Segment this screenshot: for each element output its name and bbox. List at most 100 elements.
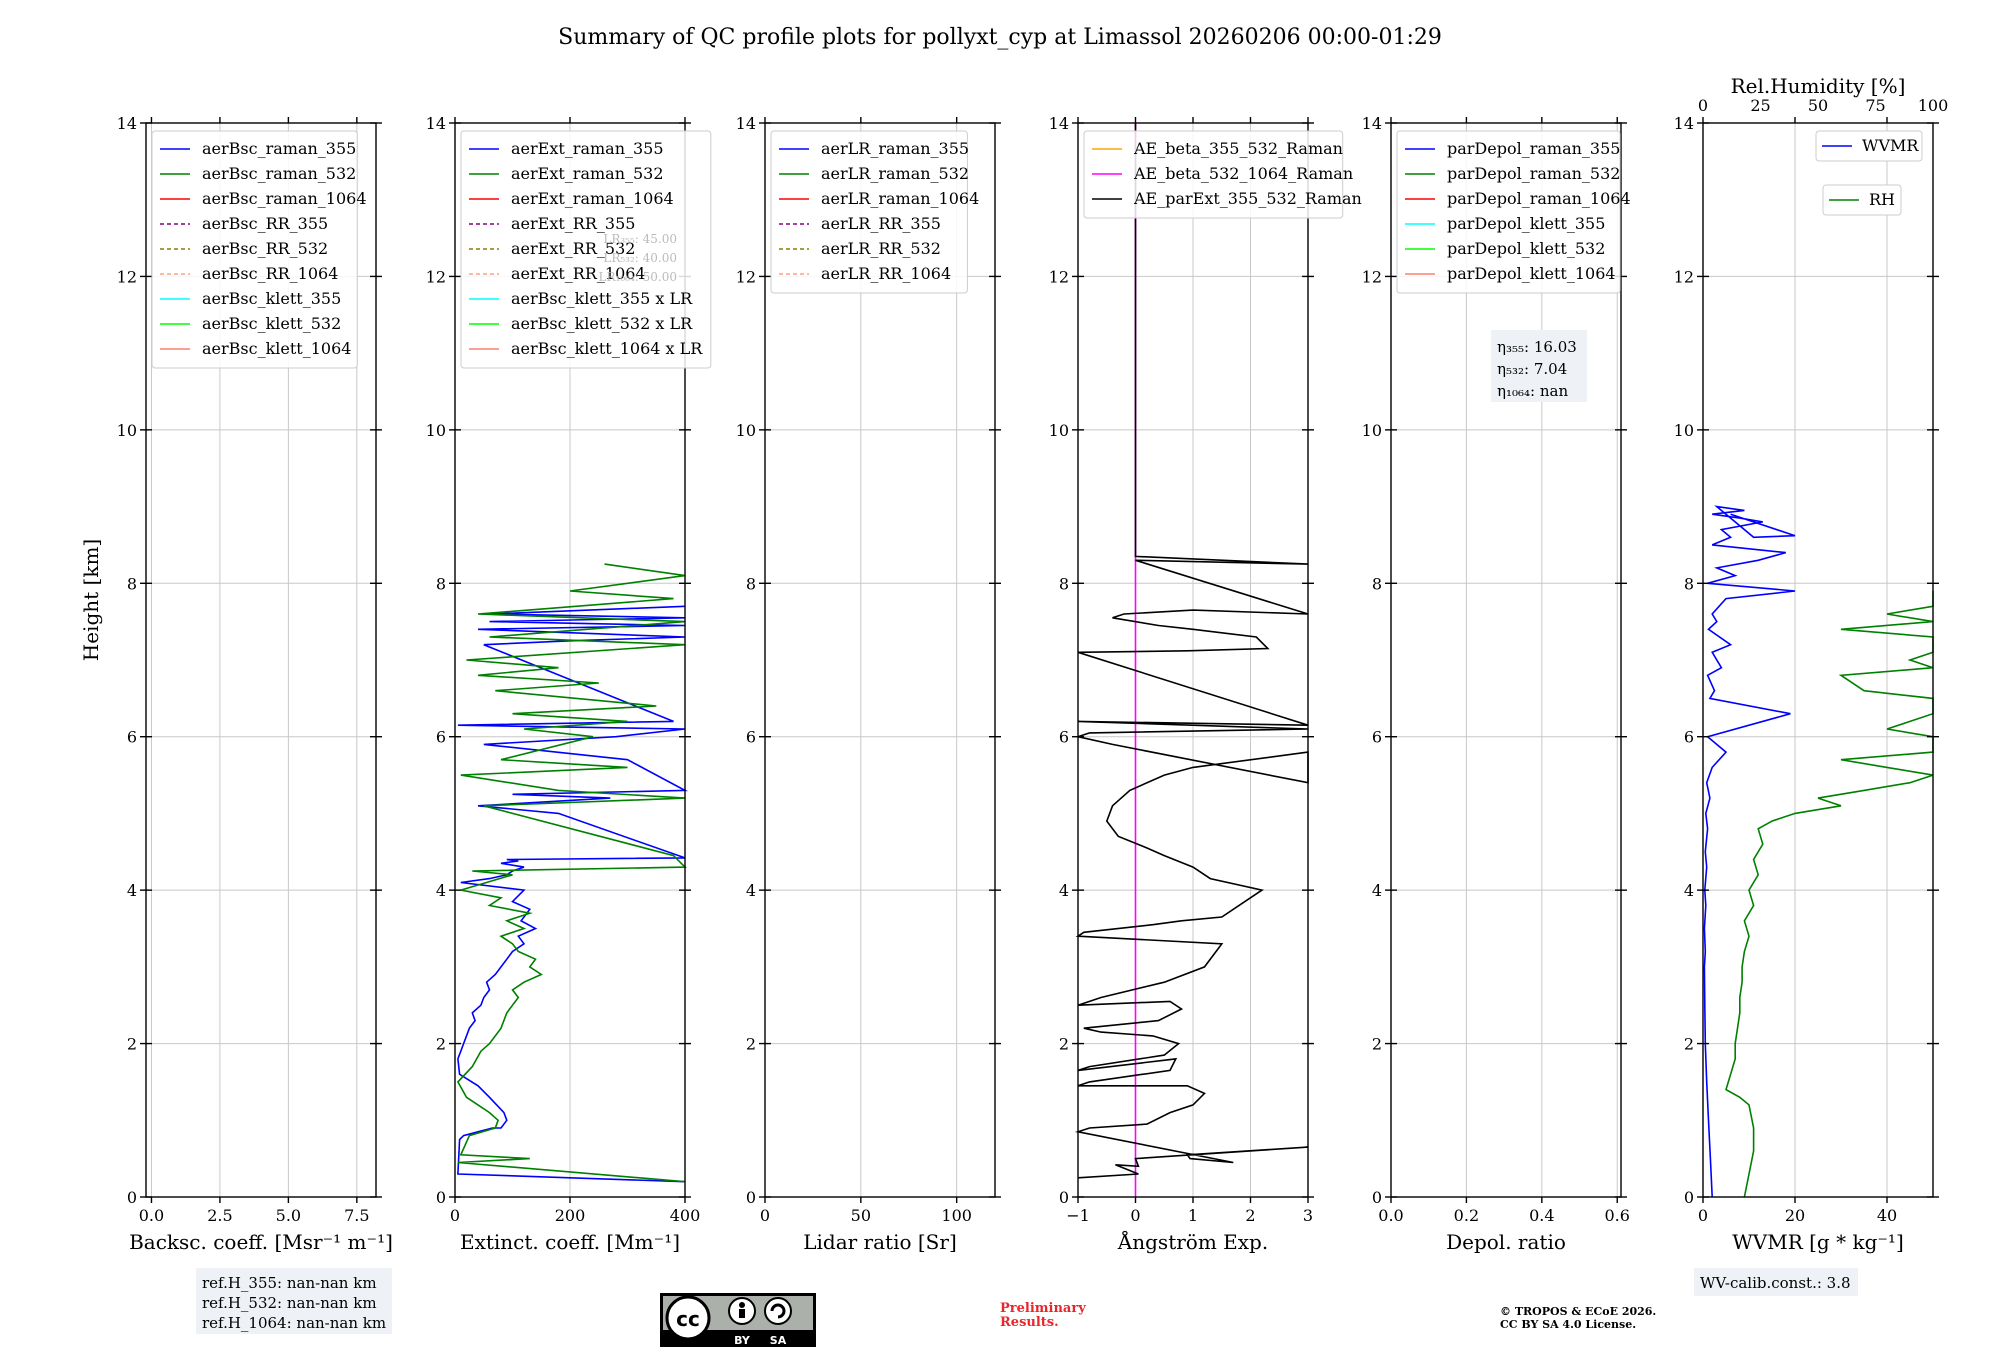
x-axis-label: Lidar ratio [Sr]: [803, 1230, 957, 1254]
ytick-label: 12: [1674, 267, 1694, 286]
legend-label: AE_beta_355_532_Raman: [1133, 139, 1343, 158]
xtick-label: 5.0: [276, 1206, 301, 1225]
ytick-label: 6: [127, 728, 137, 747]
legend-label: aerBsc_klett_1064 x LR: [511, 339, 703, 358]
ref-height-box: ref.H_355: nan-nan km ref.H_532: nan-nan…: [196, 1268, 392, 1334]
ytick-label: 4: [1684, 881, 1694, 900]
eta-value: η₅₃₂: 7.04: [1497, 360, 1567, 378]
legend-label: AE_beta_532_1064_Raman: [1133, 164, 1353, 183]
ytick-label: 8: [1372, 574, 1382, 593]
legend-WVMR: WVMR: [1815, 130, 1923, 162]
xtick-label: 2: [1245, 1206, 1255, 1225]
ytick-label: 8: [436, 574, 446, 593]
legend-label: aerBsc_klett_532 x LR: [511, 314, 693, 333]
lr-note: LR₃₅₅: 45.00: [603, 232, 677, 246]
ytick-label: 14: [1362, 114, 1382, 133]
xtick-label: 0.4: [1529, 1206, 1554, 1225]
legend-box: [460, 130, 712, 369]
xtick-label: 0.0: [139, 1206, 164, 1225]
legend-label: WVMR: [1862, 136, 1919, 155]
xtick-label: 200: [555, 1206, 586, 1225]
lr-note: LR₁₀₆₄: 50.00: [599, 270, 677, 284]
legend: aerBsc_raman_355 aerBsc_raman_532 aerBsc_r…: [151, 130, 367, 369]
legend-label: parDepol_klett_1064: [1447, 264, 1616, 283]
ytick-label: 0: [746, 1188, 756, 1207]
cc-license-badge: cc BY SA: [660, 1293, 816, 1347]
legend-label: aerLR_raman_355: [821, 139, 969, 158]
ytick-label: 8: [1684, 574, 1694, 593]
top-xtick-label: 75: [1865, 96, 1885, 115]
x-axis-label: WVMR [g * kg⁻¹]: [1732, 1230, 1904, 1254]
xtick-label: 0: [760, 1206, 770, 1225]
ytick-label: 14: [117, 114, 137, 133]
xtick-label: 50: [851, 1206, 871, 1225]
sa-share-arc: [770, 1303, 786, 1319]
top-xtick-label: 25: [1750, 96, 1770, 115]
ytick-label: 2: [1059, 1035, 1069, 1054]
top-x-axis-label: Rel.Humidity [%]: [1731, 74, 1906, 98]
wv-calib-bg: [1694, 1268, 1858, 1296]
ytick-label: 6: [746, 728, 756, 747]
legend: aerLR_raman_355 aerLR_raman_532 aerLR_rama…: [770, 130, 979, 294]
series-RH: [1725, 591, 1934, 1198]
xtick-label: 0: [1130, 1206, 1140, 1225]
legend-box: [1083, 130, 1344, 219]
preliminary-line1: Preliminary: [1000, 1301, 1086, 1316]
wv-calib-const: WV-calib.const.: 3.8: [1700, 1274, 1851, 1292]
xtick-label: 3: [1303, 1206, 1313, 1225]
ytick-label: 2: [127, 1035, 137, 1054]
eta-box-bg: [1491, 330, 1587, 402]
legend-label: aerBsc_klett_1064: [202, 339, 351, 358]
ytick-label: 10: [1049, 421, 1069, 440]
copyright-line2: CC BY SA 4.0 License.: [1500, 1318, 1636, 1331]
legend-label: aerExt_raman_1064: [511, 189, 674, 208]
panel-lr: 0 2 4 6 8 10 12 14 0 50 100 Lidar ratio [Sr] aerLR_r…: [736, 114, 1001, 1254]
ytick-label: 4: [746, 881, 756, 900]
series-AE_parExt_355_532_Raman: [1074, 123, 1309, 1179]
ref-height-box-bg: [196, 1268, 392, 1334]
ytick-label: 4: [127, 881, 137, 900]
ytick-label: 0: [127, 1188, 137, 1207]
legend-label: aerExt_RR_1064: [511, 264, 646, 283]
ytick-label: 10: [117, 421, 137, 440]
ytick-label: 0: [436, 1188, 446, 1207]
axes-frame: [1702, 122, 1934, 1198]
panel-ext: 0 2 4 6 8 10 12 14 0 200 400 Extinct. coeff. [Mm⁻¹]…: [426, 114, 712, 1254]
ytick-label: 6: [1059, 728, 1069, 747]
legend-label: parDepol_raman_355: [1447, 139, 1620, 158]
ytick-label: 12: [426, 267, 446, 286]
xtick-label: 2.5: [207, 1206, 232, 1225]
by-person-head: [739, 1302, 745, 1308]
ytick-label: 10: [426, 421, 446, 440]
legend-box: [1822, 184, 1902, 216]
legend-label: aerLR_RR_1064: [821, 264, 951, 283]
x-axis-label: Extinct. coeff. [Mm⁻¹]: [460, 1230, 680, 1254]
legend-label: aerBsc_raman_532: [202, 164, 356, 183]
ytick-label: 8: [1059, 574, 1069, 593]
x-axis-label: Ångström Exp.: [1117, 1229, 1268, 1254]
sa-share-icon: [764, 1297, 792, 1325]
figure-title: Summary of QC profile plots for pollyxt_…: [558, 25, 1442, 50]
ytick-label: 12: [1049, 267, 1069, 286]
ytick-label: 8: [746, 574, 756, 593]
ytick-label: 0: [1059, 1188, 1069, 1207]
axes-frame: [764, 122, 996, 1198]
ytick-label: 6: [1684, 728, 1694, 747]
ytick-label: 0: [1684, 1188, 1694, 1207]
ytick-label: 2: [1684, 1035, 1694, 1054]
legend-label: aerBsc_klett_355: [202, 289, 341, 308]
xtick-label: 1: [1188, 1206, 1198, 1225]
legend-label: aerBsc_RR_355: [202, 214, 328, 233]
cc-icon: [665, 1295, 711, 1341]
ytick-label: 14: [426, 114, 446, 133]
series-aerExt_raman_355: [457, 605, 689, 1183]
legend-label: AE_parExt_355_532_Raman: [1133, 189, 1362, 208]
x-axis-label: Backsc. coeff. [Msr⁻¹ m⁻¹]: [129, 1230, 393, 1254]
legend: aerExt_raman_355 aerExt_raman_532 aerExt_r…: [460, 130, 712, 369]
ytick-label: 12: [117, 267, 137, 286]
ytick-label: 4: [1372, 881, 1382, 900]
xtick-label: 7.5: [344, 1206, 369, 1225]
